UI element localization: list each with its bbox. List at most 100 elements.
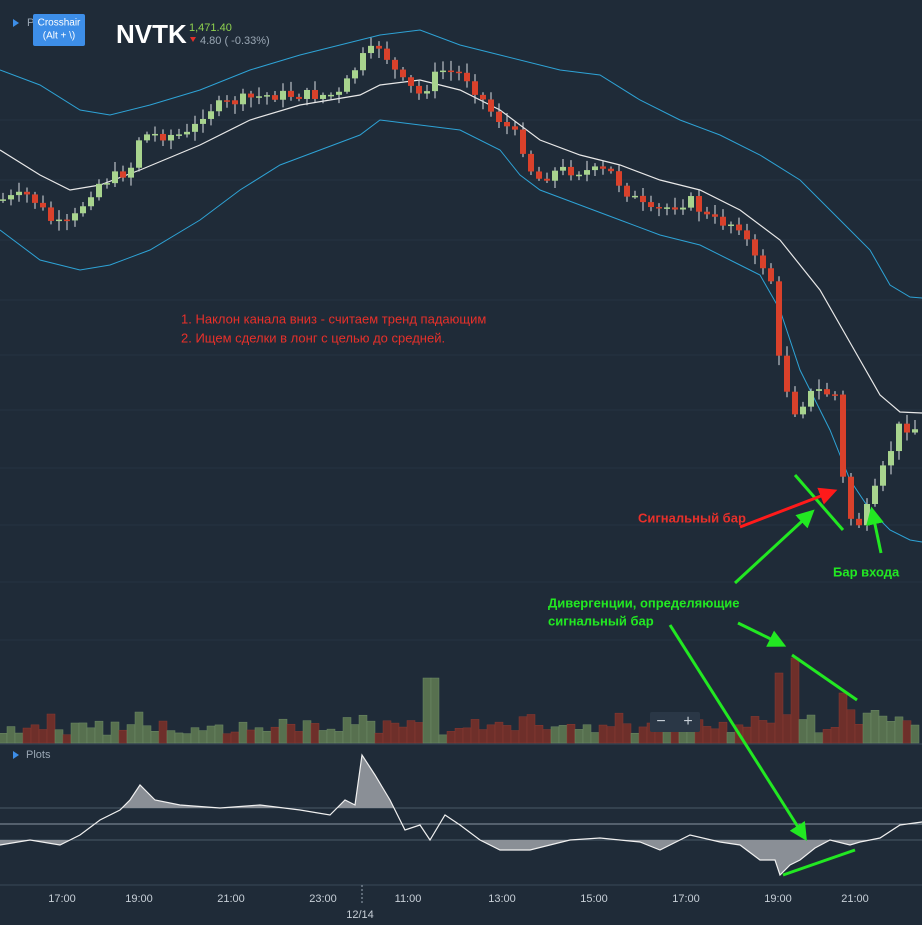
- candle: [576, 174, 582, 177]
- volume-bar: [30, 724, 40, 744]
- volume-bar: [126, 724, 136, 744]
- candle: [504, 122, 510, 127]
- volume-bar: [910, 724, 920, 744]
- candle: [40, 202, 46, 208]
- line: [791, 653, 858, 702]
- candle: [408, 77, 414, 86]
- volume-bar: [22, 727, 32, 744]
- volume-bar: [326, 728, 336, 744]
- note: 1. Наклон канала вниз - считаем тренд па…: [181, 311, 486, 326]
- candle: [600, 166, 606, 169]
- candle: [344, 78, 350, 92]
- volume-bar: [702, 726, 712, 744]
- volume-bar: [70, 722, 80, 744]
- candle: [592, 166, 598, 171]
- candle: [728, 224, 734, 227]
- time-label: 21:00: [217, 893, 245, 905]
- candle: [768, 268, 774, 282]
- candle: [464, 72, 470, 82]
- candle: [80, 206, 86, 214]
- volume-bar: [710, 728, 720, 744]
- note: 2. Ищем сделки в лонг с целью до средней…: [181, 330, 445, 345]
- candle: [8, 195, 14, 200]
- volume-bar: [726, 732, 736, 744]
- zoom-out[interactable]: −: [656, 713, 665, 730]
- candle: [352, 70, 358, 79]
- zoom-in[interactable]: +: [683, 713, 692, 730]
- candle: [360, 53, 366, 71]
- volume-bar: [894, 716, 904, 744]
- candle: [56, 219, 62, 222]
- volume-bar: [374, 732, 384, 744]
- volume-bar: [62, 734, 72, 744]
- volume-bar: [182, 733, 192, 744]
- volume-bar: [814, 732, 824, 744]
- volume-bar: [526, 714, 536, 744]
- candle: [48, 207, 54, 221]
- volume-bar: [454, 728, 464, 744]
- volume-bar: [382, 720, 392, 744]
- volume-bar: [902, 720, 912, 744]
- candle: [800, 406, 806, 415]
- volume-bar: [142, 725, 152, 744]
- volume-bar: [822, 729, 832, 744]
- candle: [112, 171, 118, 184]
- candle: [136, 140, 142, 168]
- candle: [632, 195, 638, 198]
- volume-bar: [470, 719, 480, 744]
- time-label: 19:00: [125, 893, 153, 905]
- candle: [248, 93, 254, 98]
- volume-bar: [174, 732, 184, 744]
- candle: [840, 394, 846, 477]
- candle: [376, 45, 382, 49]
- candle: [96, 183, 102, 198]
- pane-toggle[interactable]: [13, 19, 19, 27]
- volume-bar: [390, 722, 400, 744]
- time-label: 15:00: [580, 893, 608, 905]
- volume-bar: [334, 731, 344, 744]
- volume-bar: [446, 731, 456, 744]
- candle: [880, 465, 886, 486]
- zoom-box: [650, 712, 700, 732]
- volume-bar: [630, 732, 640, 744]
- volume-bar: [118, 729, 128, 744]
- divergence-label: сигнальный бар: [548, 613, 654, 628]
- candle: [72, 213, 78, 221]
- candle: [480, 94, 486, 100]
- volume-bar: [462, 727, 472, 744]
- volume-bar: [414, 722, 424, 744]
- candle: [128, 167, 134, 178]
- volume-bar: [782, 714, 792, 744]
- candle: [320, 94, 326, 99]
- candle: [184, 131, 190, 135]
- volume-bar: [238, 721, 248, 744]
- pane-toggle[interactable]: [13, 751, 19, 759]
- candle: [336, 91, 342, 95]
- volume-bar: [790, 657, 800, 744]
- candle: [272, 95, 278, 100]
- oscillator: [0, 753, 922, 877]
- candle: [640, 195, 646, 203]
- time-label: 23:00: [309, 893, 337, 905]
- volume-bar: [518, 716, 528, 744]
- entry-bar-label: Бар входа: [833, 564, 900, 579]
- candle: [256, 96, 262, 98]
- volume-bar: [582, 724, 592, 744]
- volume-bar: [798, 719, 808, 744]
- candle: [552, 170, 558, 181]
- candle: [24, 191, 30, 195]
- volume-bar: [438, 734, 448, 744]
- price: 1,471.40: [189, 22, 232, 34]
- candle: [672, 207, 678, 210]
- volume-bar: [574, 729, 584, 744]
- volume-bar: [750, 716, 760, 744]
- time-label: 13:00: [488, 893, 516, 905]
- volume-bar: [366, 720, 376, 744]
- volume-bar: [566, 724, 576, 744]
- volume-bar: [190, 727, 200, 744]
- volume-bar: [422, 677, 432, 744]
- volume-bar: [222, 733, 232, 744]
- time-axis: 17:00 19:00 21:00 23:00 11:00 13:00 15:00 17:00…: [48, 893, 869, 905]
- volume-bar: [350, 724, 360, 744]
